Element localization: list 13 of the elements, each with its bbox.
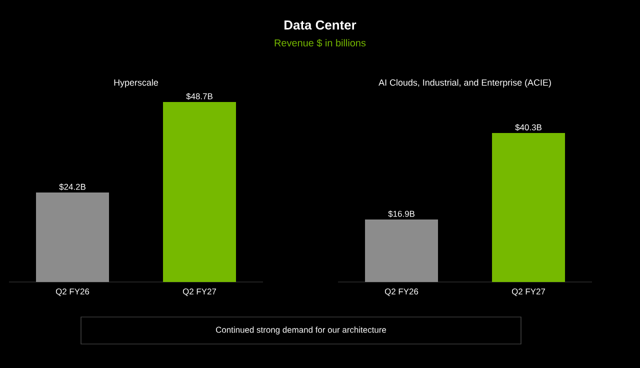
x-tick-label: Q2 FY27: [512, 288, 546, 296]
data-label: $24.2B: [59, 183, 86, 190]
chart-title: Hyperscale: [114, 79, 158, 88]
x-tick-label: Q2 FY26: [56, 288, 90, 296]
x-tick-label: Q2 FY27: [182, 288, 216, 296]
chart-title: AI Clouds, Industrial, and Enterprise (ACIE): [378, 79, 551, 88]
text: Data Center: [284, 20, 356, 30]
data-label: $40.3B: [515, 124, 542, 131]
text: Continued strong demand for our architecture: [216, 326, 386, 334]
x-tick-label: Q2 FY26: [384, 288, 418, 296]
text: Revenue $ in billions: [274, 38, 366, 48]
data-label: $48.7B: [186, 92, 212, 100]
data-label: $16.9B: [388, 210, 414, 218]
